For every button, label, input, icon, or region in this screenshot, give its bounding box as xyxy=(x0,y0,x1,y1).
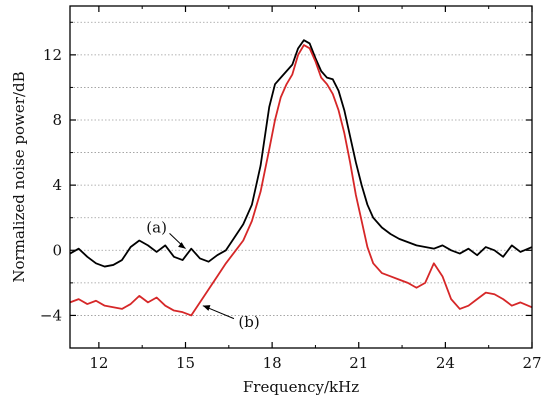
x-tick-label: 24 xyxy=(436,354,455,372)
x-tick-label: 27 xyxy=(522,354,541,372)
annotation-a-label: (a) xyxy=(146,218,167,236)
x-axis-title: Frequency/kHz xyxy=(243,378,359,396)
y-tick-label: 8 xyxy=(52,111,62,129)
y-tick-label: 12 xyxy=(43,46,62,64)
x-tick-label: 12 xyxy=(89,354,108,372)
x-tick-label: 21 xyxy=(349,354,368,372)
y-tick-label: −4 xyxy=(40,306,62,324)
x-tick-label: 18 xyxy=(263,354,282,372)
y-tick-label: 0 xyxy=(52,241,62,259)
x-tick-label: 15 xyxy=(176,354,195,372)
annotation-b-label: (b) xyxy=(238,313,259,331)
y-tick-label: 4 xyxy=(52,176,62,194)
y-axis-title: Normalized noise power/dB xyxy=(10,71,28,282)
